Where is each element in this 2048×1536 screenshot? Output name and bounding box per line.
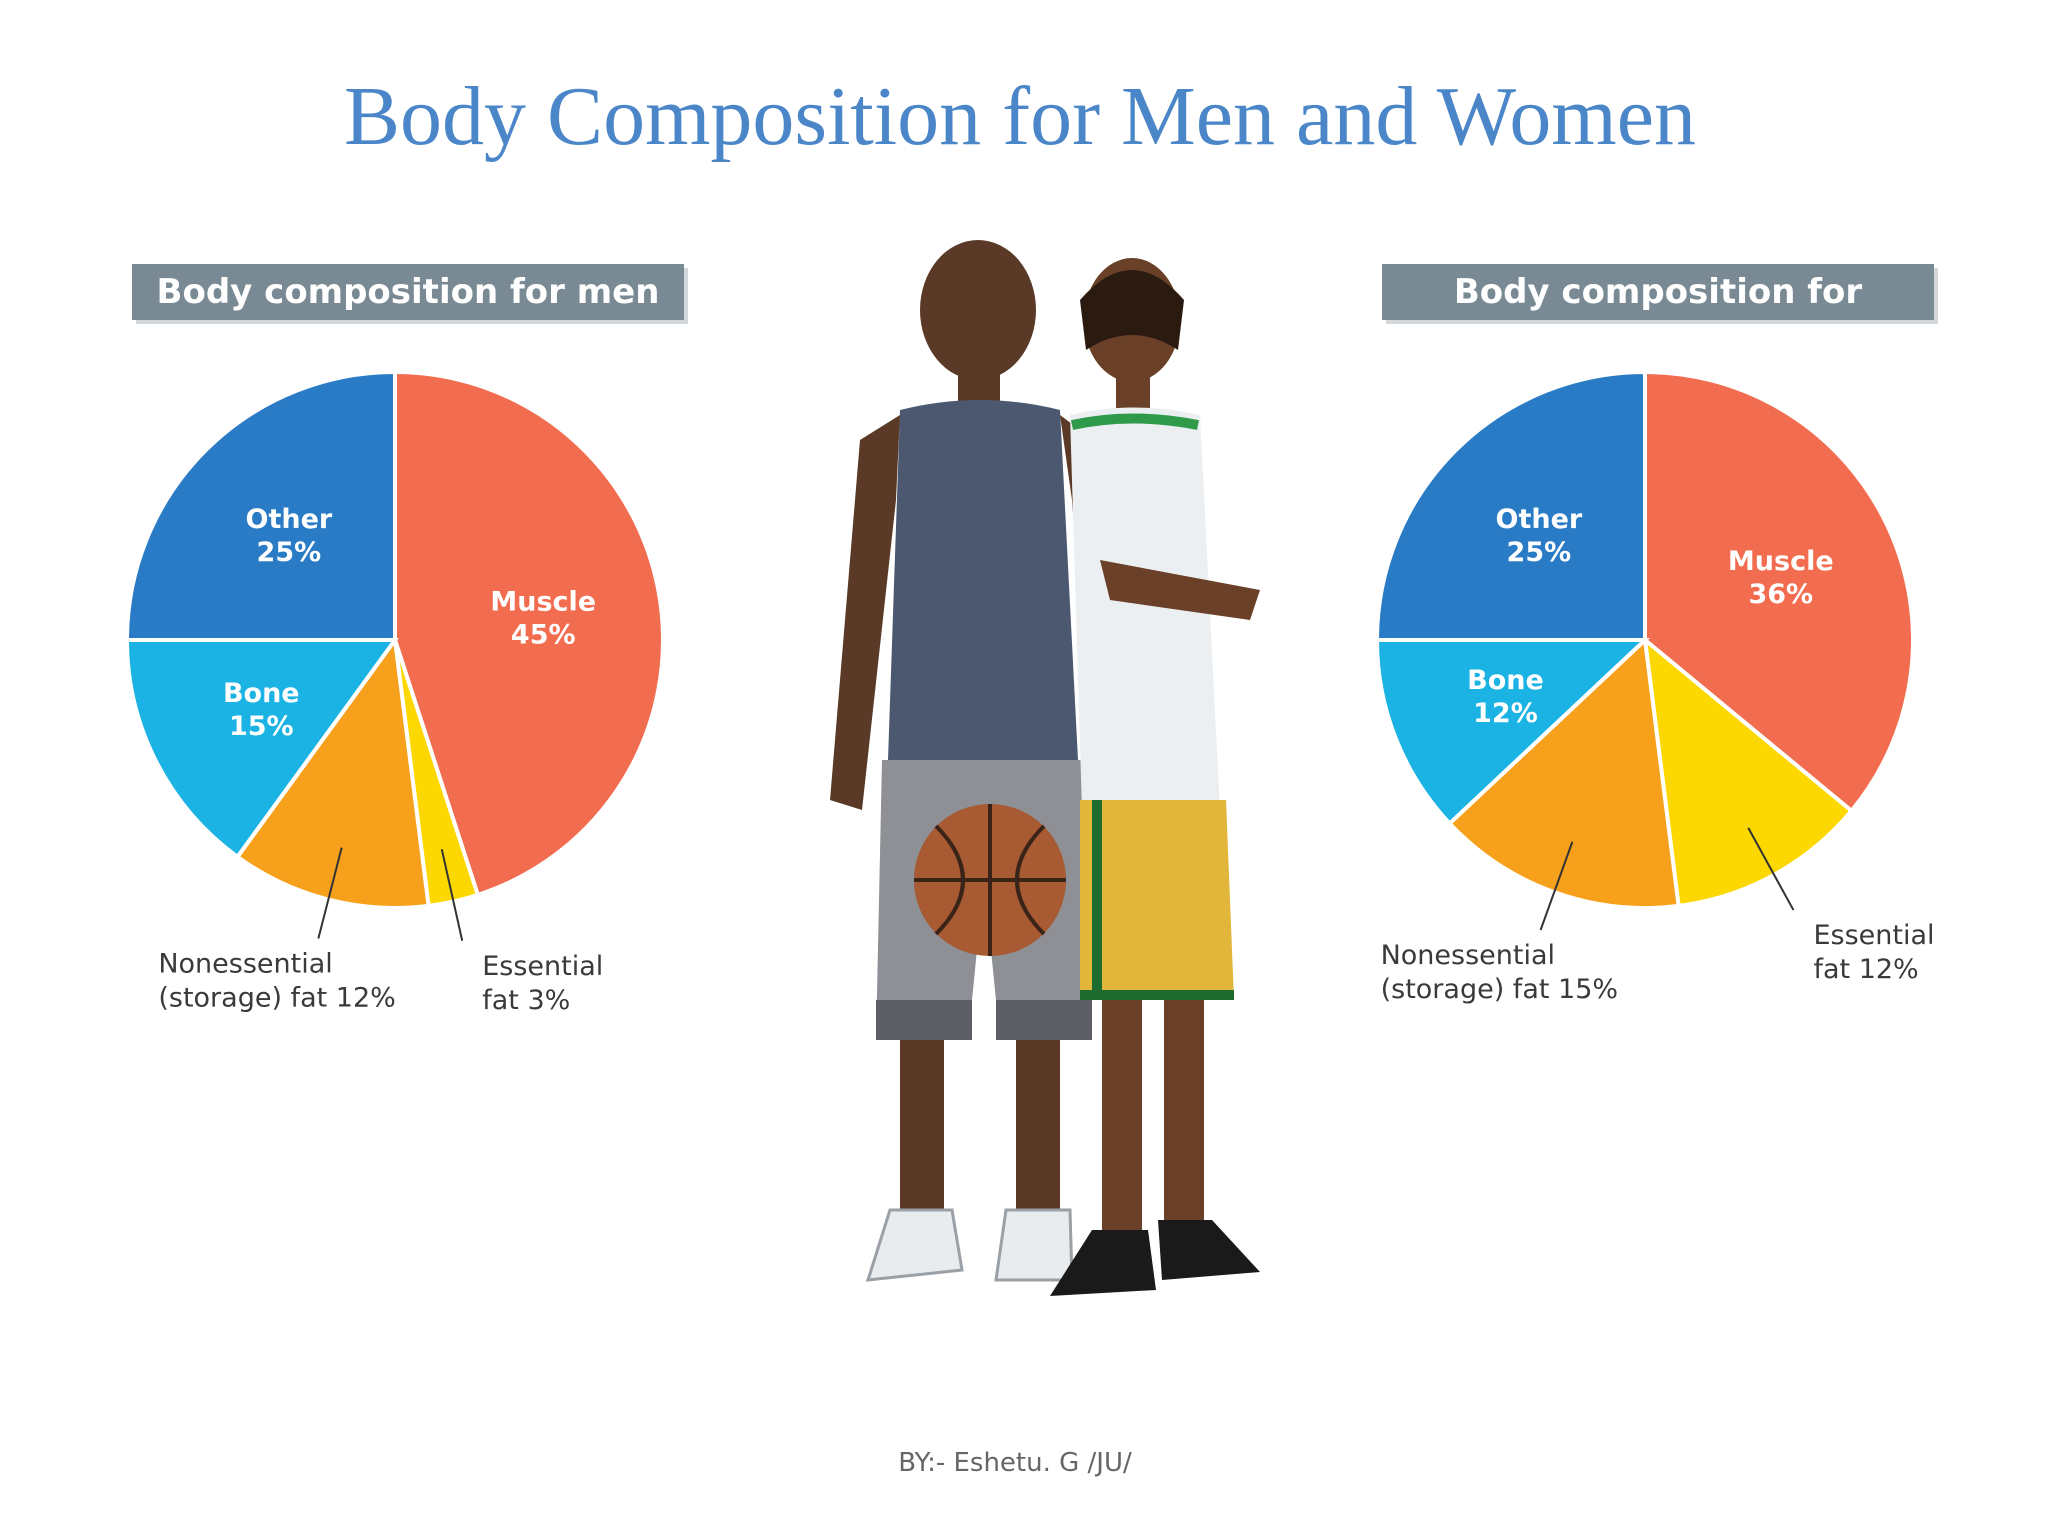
- men-label-other: Other 25%: [246, 504, 333, 568]
- men-slice-muscle: [393, 369, 665, 898]
- women-slice-bone: [1374, 638, 1651, 827]
- athletes-photo: [830, 240, 1260, 1296]
- man-figure: [830, 240, 1120, 1282]
- women-label-muscle: Muscle 36%: [1728, 546, 1834, 610]
- women-slice-other: [1374, 369, 1647, 642]
- men-label-bone: Bone 15%: [223, 678, 300, 742]
- women-slice-muscle: [1643, 369, 1915, 814]
- men-label-muscle: Muscle 45%: [490, 587, 596, 651]
- men-slice-bone: [124, 638, 399, 860]
- women-chart-header: Body composition for women: [1382, 264, 1934, 368]
- women-pie-chart: Muscle 36% Essential fat 12% Nonessential (st…: [1374, 369, 1935, 1005]
- men-label-nonessential-storage-fat: Nonessential (storage) fat 12%: [158, 949, 395, 1014]
- women-leader-nonessential-storage-fat: [1539, 841, 1574, 931]
- women-label-other: Other 25%: [1496, 504, 1583, 568]
- men-leader-essential-fat: [440, 849, 464, 941]
- woman-figure: [1050, 258, 1260, 1296]
- men-leader-nonessential-storage-fat: [317, 847, 343, 939]
- slide-title: Body Composition for Men and Women: [344, 70, 1696, 163]
- men-pie-chart: Muscle 45% Essential fat 3% Nonessential (sto…: [124, 369, 665, 1016]
- men-chart-header: Body composition for men: [132, 264, 684, 320]
- women-label-bone: Bone 12%: [1467, 665, 1544, 729]
- women-label-nonessential-storage-fat: Nonessential (storage) fat 15%: [1381, 940, 1618, 1005]
- women-label-essential-fat: Essential fat 12%: [1813, 920, 1934, 985]
- men-label-essential-fat: Essential fat 3%: [482, 951, 603, 1016]
- men-slice-other: [124, 369, 397, 642]
- footer-credit: BY:- Eshetu. G /JU/: [898, 1448, 1132, 1478]
- women-leader-essential-fat: [1747, 827, 1795, 911]
